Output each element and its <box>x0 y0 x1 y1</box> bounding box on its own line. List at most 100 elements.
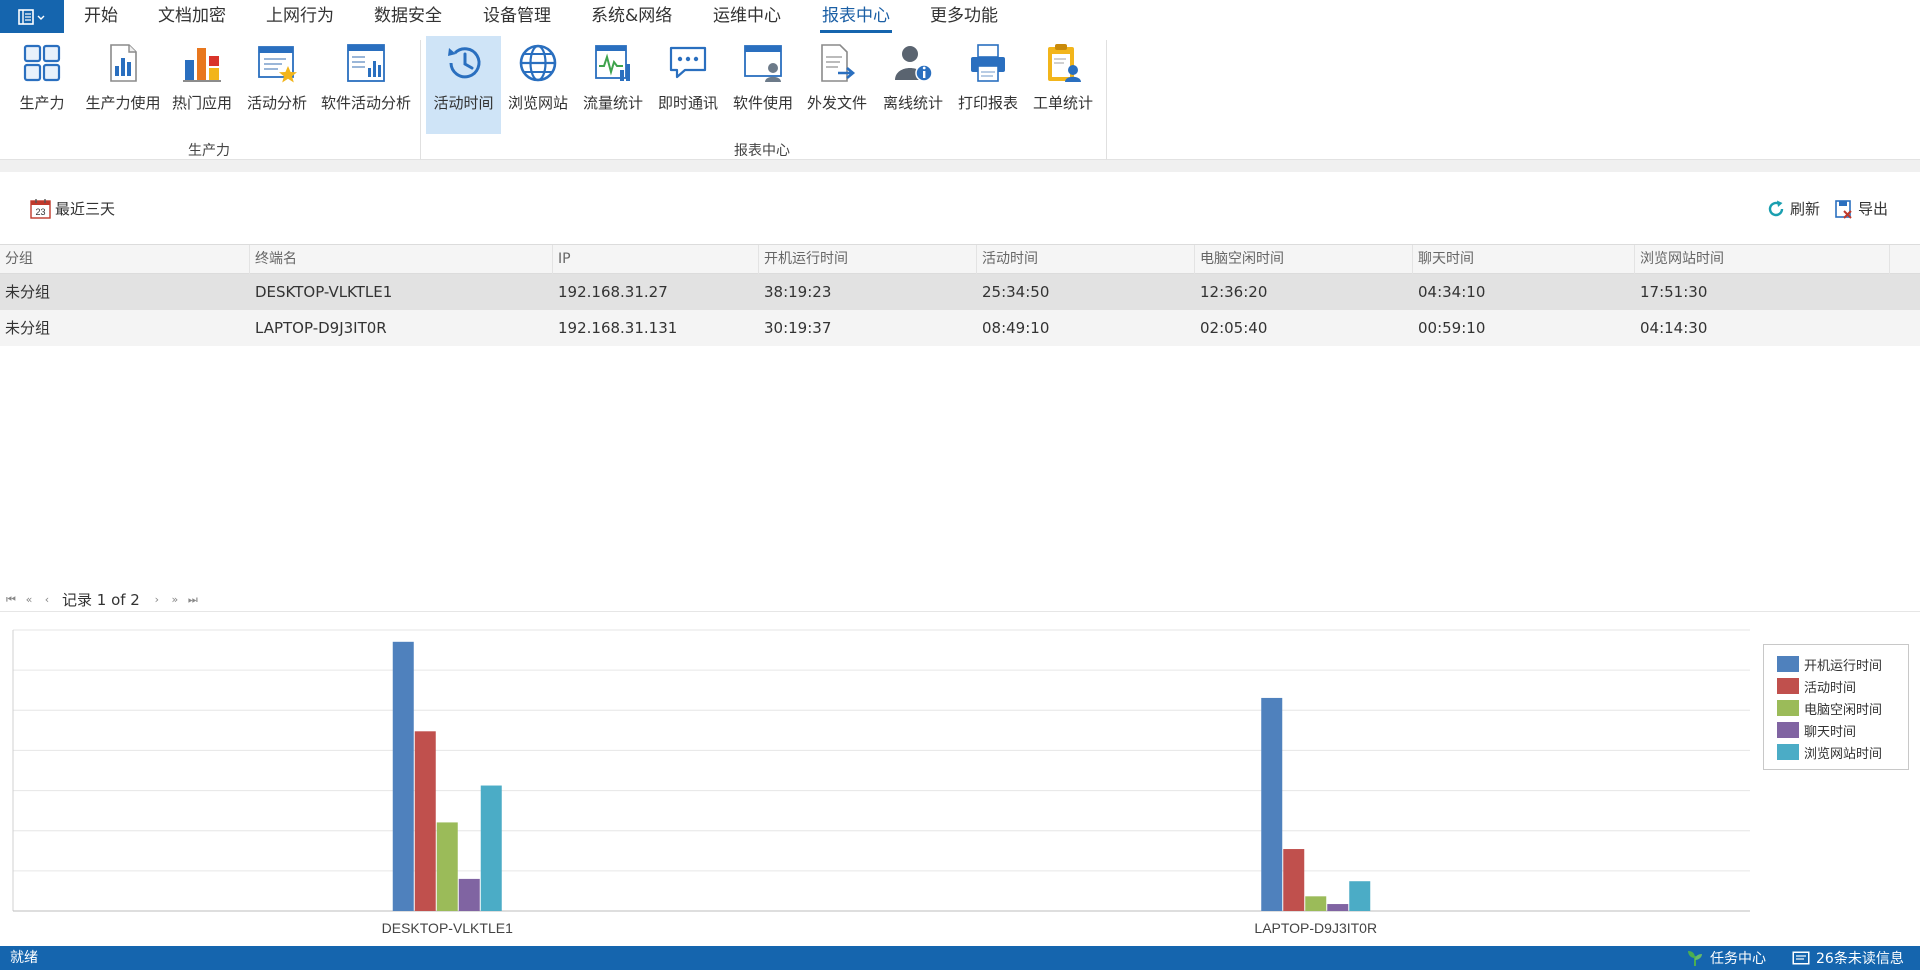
ribbon-group-label-report-center: 报表中心 <box>734 143 790 159</box>
pager: ⏮ « ‹ 记录 1 of 2 › » ⏭ <box>0 588 1920 612</box>
ribbon-button-label: 生产力 <box>19 94 65 112</box>
menu-tab-start[interactable]: 开始 <box>84 6 118 26</box>
ribbon-button-label: 外发文件 <box>806 94 867 112</box>
ribbon-button-print-report[interactable]: 打印报表 <box>955 36 1021 134</box>
chart-category-label: DESKTOP-VLKTLE1 <box>382 920 513 936</box>
software-usage-icon <box>744 45 782 82</box>
ribbon-button-label: 软件使用 <box>732 94 793 112</box>
chart-bar: 聊天时间: 0.99 <box>1327 904 1349 911</box>
table-cell: 未分组 <box>5 283 51 301</box>
column-header-uptime[interactable]: 开机运行时间 <box>759 245 977 274</box>
prev-block-icon[interactable]: « <box>25 593 33 606</box>
table-cell: 25:34:50 <box>982 283 1050 301</box>
ribbon-button-traffic-stats[interactable]: 流量统计 <box>580 36 646 134</box>
table-cell: 192.168.31.27 <box>558 283 668 301</box>
last-page-icon[interactable]: ⏭ <box>187 592 198 606</box>
ribbon-button-popular-apps[interactable]: 热门应用 <box>170 36 234 134</box>
message-icon <box>1792 951 1810 965</box>
ribbon-button-label: 软件活动分析 <box>320 94 411 112</box>
ribbon-group-separator <box>1106 40 1107 160</box>
menu-tab-more[interactable]: 更多功能 <box>930 6 998 26</box>
column-header-ip[interactable]: IP <box>553 245 759 274</box>
column-header-group[interactable]: 分组 <box>0 245 250 274</box>
ribbon-button-software-activity[interactable]: 软件活动分析 <box>318 36 414 134</box>
menu-tab-web-behavior[interactable]: 上网行为 <box>266 6 334 26</box>
legend-swatch <box>1777 744 1799 760</box>
software-activity-icon <box>347 44 385 82</box>
legend-item: 开机运行时间 <box>1777 653 1908 675</box>
refresh-label: 刷新 <box>1790 200 1821 218</box>
table-row[interactable]: 未分组 DESKTOP-VLKTLE1 192.168.31.27 38:19:… <box>0 274 1920 310</box>
menu-tab-data-security[interactable]: 数据安全 <box>374 6 442 26</box>
unread-messages-button[interactable]: 26条未读信息 <box>1792 946 1904 970</box>
chart-category-label: LAPTOP-D9J3IT0R <box>1254 920 1377 936</box>
ribbon-button-label: 热门应用 <box>171 94 232 112</box>
chart-bar: 活动时间: 25.58 <box>414 731 436 911</box>
ribbon-button-label: 打印报表 <box>957 94 1018 112</box>
ribbon-button-label: 工单统计 <box>1032 94 1093 112</box>
prev-page-icon[interactable]: ‹ <box>44 593 50 606</box>
legend-swatch <box>1777 678 1799 694</box>
next-page-icon[interactable]: › <box>154 593 160 606</box>
ribbon-button-activity-time[interactable]: 活动时间 <box>426 36 501 134</box>
table-cell: 12:36:20 <box>1200 283 1268 301</box>
chart-legend: 开机运行时间 活动时间 电脑空闲时间 聊天时间 浏览网站时间 <box>1763 644 1909 770</box>
export-button[interactable]: 导出 <box>1834 198 1888 219</box>
column-header-idle-time[interactable]: 电脑空闲时间 <box>1195 245 1413 274</box>
refresh-button[interactable]: 刷新 <box>1766 198 1820 219</box>
table-cell: DESKTOP-VLKTLE1 <box>255 283 393 301</box>
table-cell: 00:59:10 <box>1418 319 1486 337</box>
ribbon-button-label: 生产力使用 <box>85 94 161 112</box>
legend-label: 聊天时间 <box>1804 724 1857 740</box>
table-cell: 38:19:23 <box>764 283 832 301</box>
bar-chart: 开机运行时间: 38.32活动时间: 25.58电脑空闲时间: 12.61聊天时… <box>12 629 1750 936</box>
chart-bar: 电脑空闲时间: 12.61 <box>436 822 458 911</box>
popular-apps-icon <box>183 48 221 82</box>
ribbon-button-work-order-stats[interactable]: 工单统计 <box>1030 36 1096 134</box>
task-center-label: 任务中心 <box>1710 951 1766 967</box>
task-center-button[interactable]: 任务中心 <box>1686 946 1766 970</box>
ribbon-button-offline-stats[interactable]: 离线统计 <box>880 36 946 134</box>
chart-bar: 开机运行时间: 38.32 <box>392 641 414 911</box>
legend-swatch <box>1777 656 1799 672</box>
first-page-icon[interactable]: ⏮ <box>6 592 16 606</box>
ribbon-button-browse-websites[interactable]: 浏览网站 <box>505 36 571 134</box>
chart-bar: 聊天时间: 4.57 <box>458 878 480 911</box>
report-toolbar: 23 最近三天 刷新 导出 <box>0 172 1920 244</box>
record-counter: 记录 1 of 2 <box>62 591 140 609</box>
chart-bar: 活动时间: 8.82 <box>1283 849 1305 911</box>
menu-tab-ops-center[interactable]: 运维中心 <box>713 6 781 26</box>
chart-bar: 浏览网站时间: 4.24 <box>1349 881 1371 911</box>
table-cell: 02:05:40 <box>1200 319 1268 337</box>
menu-tab-doc-encryption[interactable]: 文档加密 <box>158 6 226 26</box>
ribbon-button-productivity-usage[interactable]: 生产力使用 <box>82 36 164 134</box>
column-header-active-time[interactable]: 活动时间 <box>977 245 1195 274</box>
ribbon-button-activity-analysis[interactable]: 活动分析 <box>242 36 312 134</box>
date-range-selector[interactable]: 23 最近三天 <box>30 198 115 219</box>
app-menu-button[interactable] <box>0 0 64 33</box>
ribbon-group-separator <box>420 40 421 160</box>
ribbon-button-label: 离线统计 <box>882 94 943 112</box>
ribbon-button-outgoing-files[interactable]: 外发文件 <box>804 36 870 134</box>
activity-time-icon <box>447 47 480 79</box>
table-row[interactable]: 未分组 LAPTOP-D9J3IT0R 192.168.31.131 30:19… <box>0 310 1920 346</box>
table-cell: 17:51:30 <box>1640 283 1708 301</box>
ribbon-button-software-usage[interactable]: 软件使用 <box>730 36 796 134</box>
table-cell: 未分组 <box>5 319 51 337</box>
next-block-icon[interactable]: » <box>171 593 179 606</box>
ribbon-group-label-productivity: 生产力 <box>188 143 230 159</box>
table-cell: 30:19:37 <box>764 319 832 337</box>
ribbon-button-instant-messaging[interactable]: 即时通讯 <box>655 36 721 134</box>
ribbon-button-productivity[interactable]: 生产力 <box>16 36 68 134</box>
menu-tab-report-center[interactable]: 报表中心 <box>820 0 892 34</box>
report-table: 分组 终端名 IP 开机运行时间 活动时间 电脑空闲时间 聊天时间 浏览网站时间… <box>0 244 1920 346</box>
menu-tab-device-management[interactable]: 设备管理 <box>483 6 551 26</box>
column-header-chat-time[interactable]: 聊天时间 <box>1413 245 1635 274</box>
calendar-icon: 23 <box>30 199 51 219</box>
column-header-browse-time[interactable]: 浏览网站时间 <box>1635 245 1890 274</box>
globe-icon <box>519 44 557 82</box>
export-icon <box>1835 199 1852 219</box>
column-header-terminal-name[interactable]: 终端名 <box>250 245 553 274</box>
ribbon-button-label: 即时通讯 <box>657 94 718 112</box>
menu-tab-system-network[interactable]: 系统&网络 <box>591 6 673 26</box>
